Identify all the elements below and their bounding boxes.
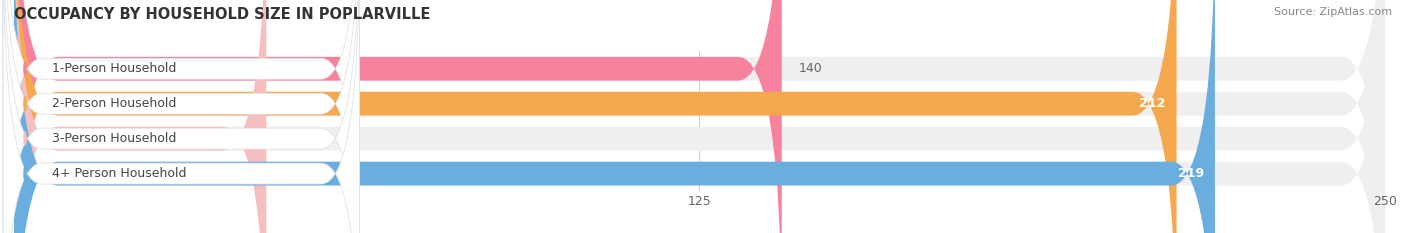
FancyBboxPatch shape [14,0,1385,233]
Text: 4+ Person Household: 4+ Person Household [52,167,187,180]
Circle shape [24,132,27,145]
Text: 140: 140 [799,62,823,75]
FancyBboxPatch shape [14,0,1215,233]
Text: 212: 212 [1139,97,1166,110]
Circle shape [24,167,27,180]
FancyBboxPatch shape [14,0,1385,233]
FancyBboxPatch shape [14,0,782,233]
Text: 219: 219 [1178,167,1204,180]
FancyBboxPatch shape [3,0,360,233]
Text: OCCUPANCY BY HOUSEHOLD SIZE IN POPLARVILLE: OCCUPANCY BY HOUSEHOLD SIZE IN POPLARVIL… [14,7,430,22]
FancyBboxPatch shape [14,0,266,233]
FancyBboxPatch shape [14,0,1385,233]
FancyBboxPatch shape [3,0,360,233]
Circle shape [24,62,27,75]
Text: 3-Person Household: 3-Person Household [52,132,177,145]
FancyBboxPatch shape [3,0,360,233]
Text: 46: 46 [283,132,298,145]
FancyBboxPatch shape [14,0,1177,233]
FancyBboxPatch shape [3,0,360,233]
Text: 2-Person Household: 2-Person Household [52,97,177,110]
FancyBboxPatch shape [14,0,1385,233]
Text: 1-Person Household: 1-Person Household [52,62,177,75]
Text: Source: ZipAtlas.com: Source: ZipAtlas.com [1274,7,1392,17]
Circle shape [24,97,27,110]
